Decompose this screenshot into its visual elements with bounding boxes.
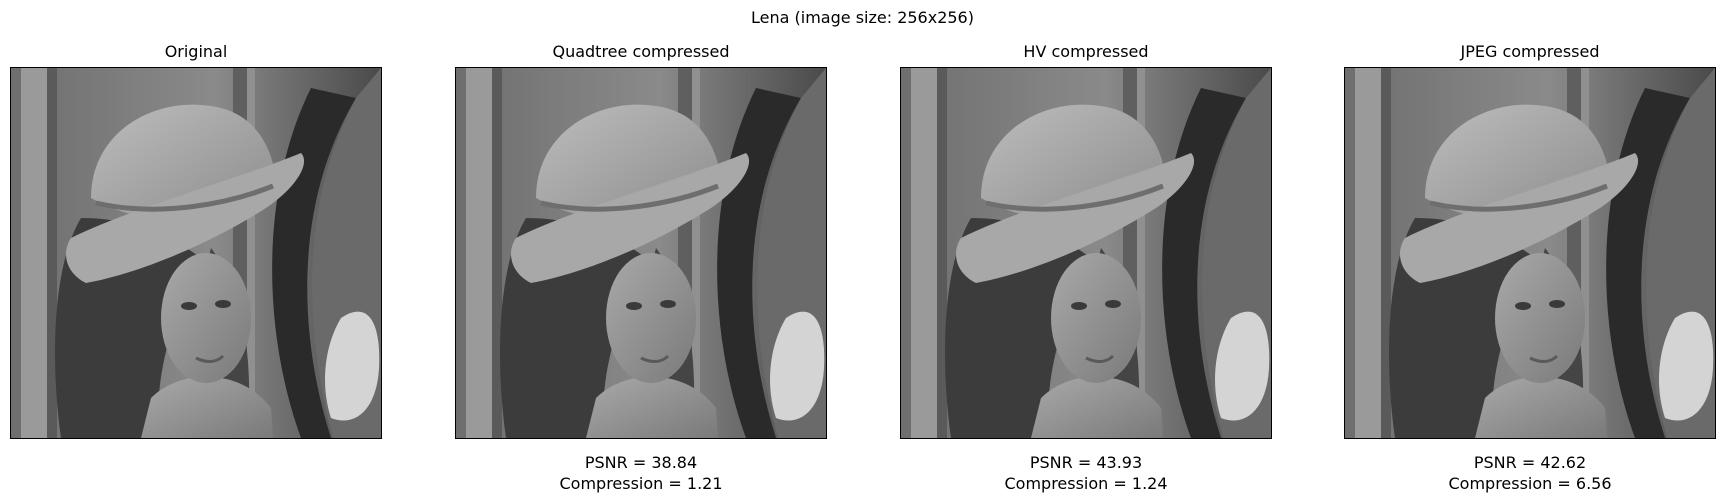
compression-label: Compression = 1.24 bbox=[1004, 474, 1168, 493]
compression-label: Compression = 1.21 bbox=[559, 474, 723, 493]
psnr-label: PSNR = 38.84 bbox=[584, 453, 698, 472]
panel-caption: PSNR = 42.62 Compression = 6.56 bbox=[1344, 452, 1716, 494]
panel-quadtree: Quadtree compressed PSNR = 38.84 Compres… bbox=[455, 0, 827, 504]
psnr-label: PSNR = 42.62 bbox=[1473, 453, 1587, 472]
psnr-label: PSNR = 43.93 bbox=[1029, 453, 1143, 472]
panel-original: Original bbox=[10, 0, 382, 504]
jpeg-compressed-image bbox=[1344, 67, 1716, 439]
panel-hv: HV compressed PSNR = 43.93 Compression =… bbox=[900, 0, 1272, 504]
panel-title: Quadtree compressed bbox=[552, 42, 730, 61]
hv-compressed-image bbox=[900, 67, 1272, 439]
figure-title: Lena (image size: 256x256) bbox=[751, 8, 974, 27]
panel-caption: PSNR = 38.84 Compression = 1.21 bbox=[455, 452, 827, 494]
quadtree-compressed-image bbox=[455, 67, 827, 439]
panel-caption: PSNR = 43.93 Compression = 1.24 bbox=[900, 452, 1272, 494]
compression-label: Compression = 6.56 bbox=[1448, 474, 1612, 493]
panel-jpeg: JPEG compressed PSNR = 42.62 Compression… bbox=[1344, 0, 1716, 504]
panel-title: JPEG compressed bbox=[1460, 42, 1600, 61]
original-image bbox=[10, 67, 382, 439]
panel-title: HV compressed bbox=[1023, 42, 1149, 61]
panel-title: Original bbox=[164, 42, 228, 61]
